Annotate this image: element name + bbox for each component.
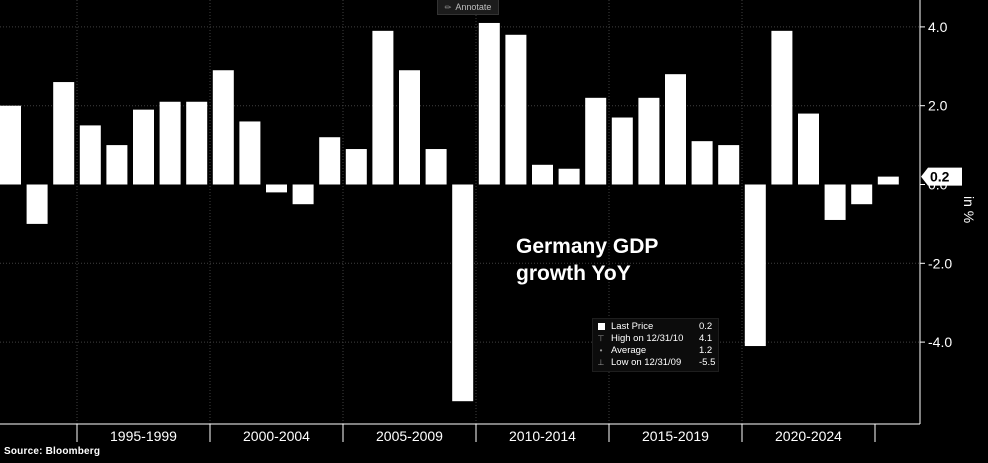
x-group-label: 2000-2004 bbox=[243, 428, 310, 444]
bar-1999 bbox=[186, 101, 208, 185]
bar-1994 bbox=[53, 82, 75, 185]
x-group-label: 2010-2014 bbox=[509, 428, 576, 444]
bar-2011 bbox=[505, 34, 527, 185]
bar-1998 bbox=[159, 101, 181, 185]
bar-2001 bbox=[239, 121, 261, 185]
bar-2005 bbox=[345, 149, 367, 185]
legend-row-average: • Average 1.2 bbox=[593, 345, 718, 357]
y-axis-label: in % bbox=[961, 196, 977, 223]
legend-row-low: ⊥ Low on 12/31/09 -5.5 bbox=[593, 357, 718, 369]
last-price-marker-icon bbox=[595, 321, 607, 333]
legend-row-high: ⊤ High on 12/31/10 4.1 bbox=[593, 333, 718, 345]
y-tick-label: -4.0 bbox=[928, 334, 952, 350]
bar-2023 bbox=[824, 184, 846, 220]
legend-value: 1.2 bbox=[699, 345, 713, 356]
bar-2024 bbox=[851, 184, 873, 205]
bar-1995 bbox=[79, 125, 101, 185]
chart-legend: Last Price 0.2 ⊤ High on 12/31/10 4.1 • … bbox=[592, 318, 719, 372]
high-marker-icon: ⊤ bbox=[597, 334, 605, 343]
bar-2003 bbox=[292, 184, 314, 205]
legend-row-last-price: Last Price 0.2 bbox=[593, 321, 718, 333]
bar-2015 bbox=[611, 117, 633, 185]
legend-label: High on 12/31/10 bbox=[611, 333, 684, 344]
bar-2018 bbox=[691, 141, 713, 185]
bar-2000 bbox=[212, 70, 234, 185]
bar-2006 bbox=[372, 30, 394, 185]
legend-label: Last Price bbox=[611, 321, 654, 332]
bar-2017 bbox=[665, 74, 686, 185]
bar-1993 bbox=[26, 184, 48, 224]
bar-1996 bbox=[106, 145, 128, 185]
annotate-button[interactable]: ✏ Annotate bbox=[437, 0, 499, 15]
bar-2002 bbox=[266, 184, 287, 193]
chart-title-line-2: growth YoY bbox=[516, 262, 631, 285]
y-tick-label: 2.0 bbox=[928, 98, 948, 114]
bar-2020 bbox=[744, 184, 766, 347]
y-tick-label: -2.0 bbox=[928, 255, 952, 271]
legend-value: 0.2 bbox=[699, 321, 713, 332]
bar-2025 bbox=[877, 176, 899, 185]
legend-value: 4.1 bbox=[699, 333, 713, 344]
bar-2016 bbox=[638, 97, 660, 185]
bar-1992 bbox=[0, 105, 21, 185]
chart-title: Germany GDP growth YoY bbox=[516, 233, 658, 287]
x-group-label: 2005-2009 bbox=[376, 428, 443, 444]
last-price-tag bbox=[921, 167, 962, 186]
legend-label: Average bbox=[611, 345, 647, 356]
source-label: Source: Bloomberg bbox=[4, 446, 101, 457]
low-marker-icon: ⊥ bbox=[597, 358, 605, 367]
bar-2008 bbox=[425, 149, 447, 185]
bar-2007 bbox=[399, 70, 420, 185]
bar-2012 bbox=[532, 164, 553, 185]
x-group-label: 2015-2019 bbox=[642, 428, 709, 444]
bar-2010 bbox=[478, 22, 500, 185]
bar-2021 bbox=[771, 30, 793, 185]
average-marker-icon: • bbox=[599, 346, 603, 355]
annotate-label: Annotate bbox=[455, 2, 492, 12]
bar-2009 bbox=[452, 184, 474, 402]
x-group-label: 2020-2024 bbox=[775, 428, 842, 444]
bar-2019 bbox=[718, 145, 740, 185]
legend-value: -5.5 bbox=[699, 357, 716, 368]
last-price-tag-label: 0.2 bbox=[930, 169, 950, 185]
legend-label: Low on 12/31/09 bbox=[611, 357, 682, 368]
bar-2022 bbox=[798, 113, 819, 185]
pencil-icon: ✏ bbox=[444, 3, 452, 12]
bar-2014 bbox=[585, 97, 607, 185]
bar-2004 bbox=[319, 137, 341, 185]
chart-title-line-1: Germany GDP bbox=[516, 235, 659, 258]
bar-1997 bbox=[133, 109, 154, 185]
x-group-label: 1995-1999 bbox=[110, 428, 177, 444]
bar-2013 bbox=[558, 168, 580, 185]
y-tick-label: 4.0 bbox=[928, 19, 948, 35]
